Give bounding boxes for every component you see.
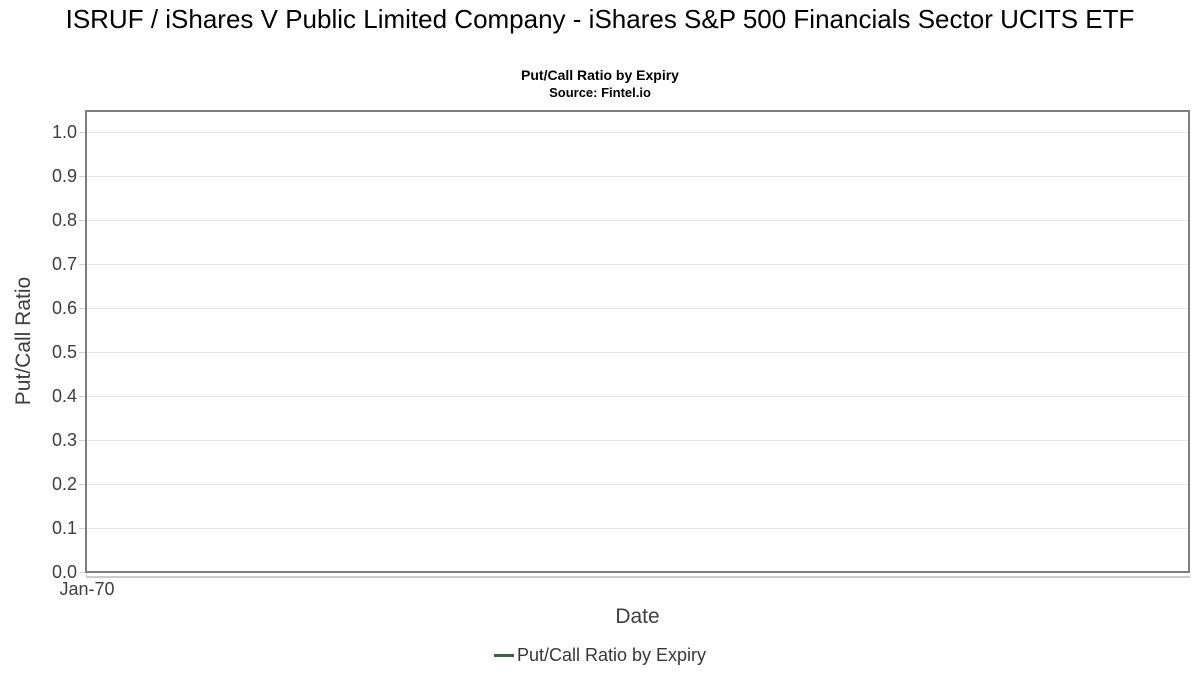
y-tick-mark: [79, 572, 86, 573]
x-axis-title: Date: [615, 605, 660, 628]
y-gridline: [87, 220, 1188, 221]
plot-area: [85, 110, 1190, 573]
y-tick-mark: [79, 484, 86, 485]
y-gridline: [87, 440, 1188, 441]
y-tick-label: 0.0: [51, 562, 77, 582]
x-tick-mark: [86, 572, 87, 578]
y-gridline: [87, 308, 1188, 309]
legend-label: Put/Call Ratio by Expiry: [516, 645, 707, 665]
chart-source: Source: Fintel.io: [549, 85, 651, 100]
y-tick-mark: [79, 132, 86, 133]
x-tick-label: Jan-70: [59, 579, 115, 599]
chart-title-text: ISRUF / iShares V Public Limited Company…: [65, 4, 1135, 34]
y-tick-mark: [79, 176, 86, 177]
legend[interactable]: Put/Call Ratio by Expiry: [0, 645, 1200, 666]
y-gridline: [87, 528, 1188, 529]
y-tick-label: 0.2: [51, 474, 77, 494]
y-tick-label: 0.5: [51, 342, 77, 362]
y-tick-label: 0.1: [51, 518, 77, 538]
y-tick-mark: [79, 528, 86, 529]
y-tick-label: 0.7: [51, 254, 77, 274]
y-gridline: [87, 484, 1188, 485]
y-tick-label: 0.6: [51, 298, 77, 318]
y-gridline: [87, 264, 1188, 265]
y-tick-label: 1.0: [51, 122, 77, 142]
y-tick-mark: [79, 352, 86, 353]
x-axis-line: [86, 576, 1190, 578]
y-gridline: [87, 176, 1188, 177]
y-gridline: [87, 132, 1188, 133]
y-tick-mark: [79, 264, 86, 265]
legend-line-swatch: [493, 654, 514, 657]
y-tick-label: 0.3: [51, 430, 77, 450]
chart-subtitle: Put/Call Ratio by Expiry: [521, 67, 679, 83]
y-gridline: [87, 396, 1188, 397]
chart-title: ISRUF / iShares V Public Limited Company…: [0, 3, 1200, 35]
y-gridline: [87, 352, 1188, 353]
y-tick-mark: [79, 308, 86, 309]
y-tick-mark: [79, 396, 86, 397]
y-tick-mark: [79, 220, 86, 221]
y-axis-title: Put/Call Ratio: [12, 276, 35, 406]
y-tick-label: 0.4: [51, 386, 77, 406]
y-tick-mark: [79, 440, 86, 441]
y-tick-label: 0.9: [51, 166, 77, 186]
y-tick-label: 0.8: [51, 210, 77, 230]
